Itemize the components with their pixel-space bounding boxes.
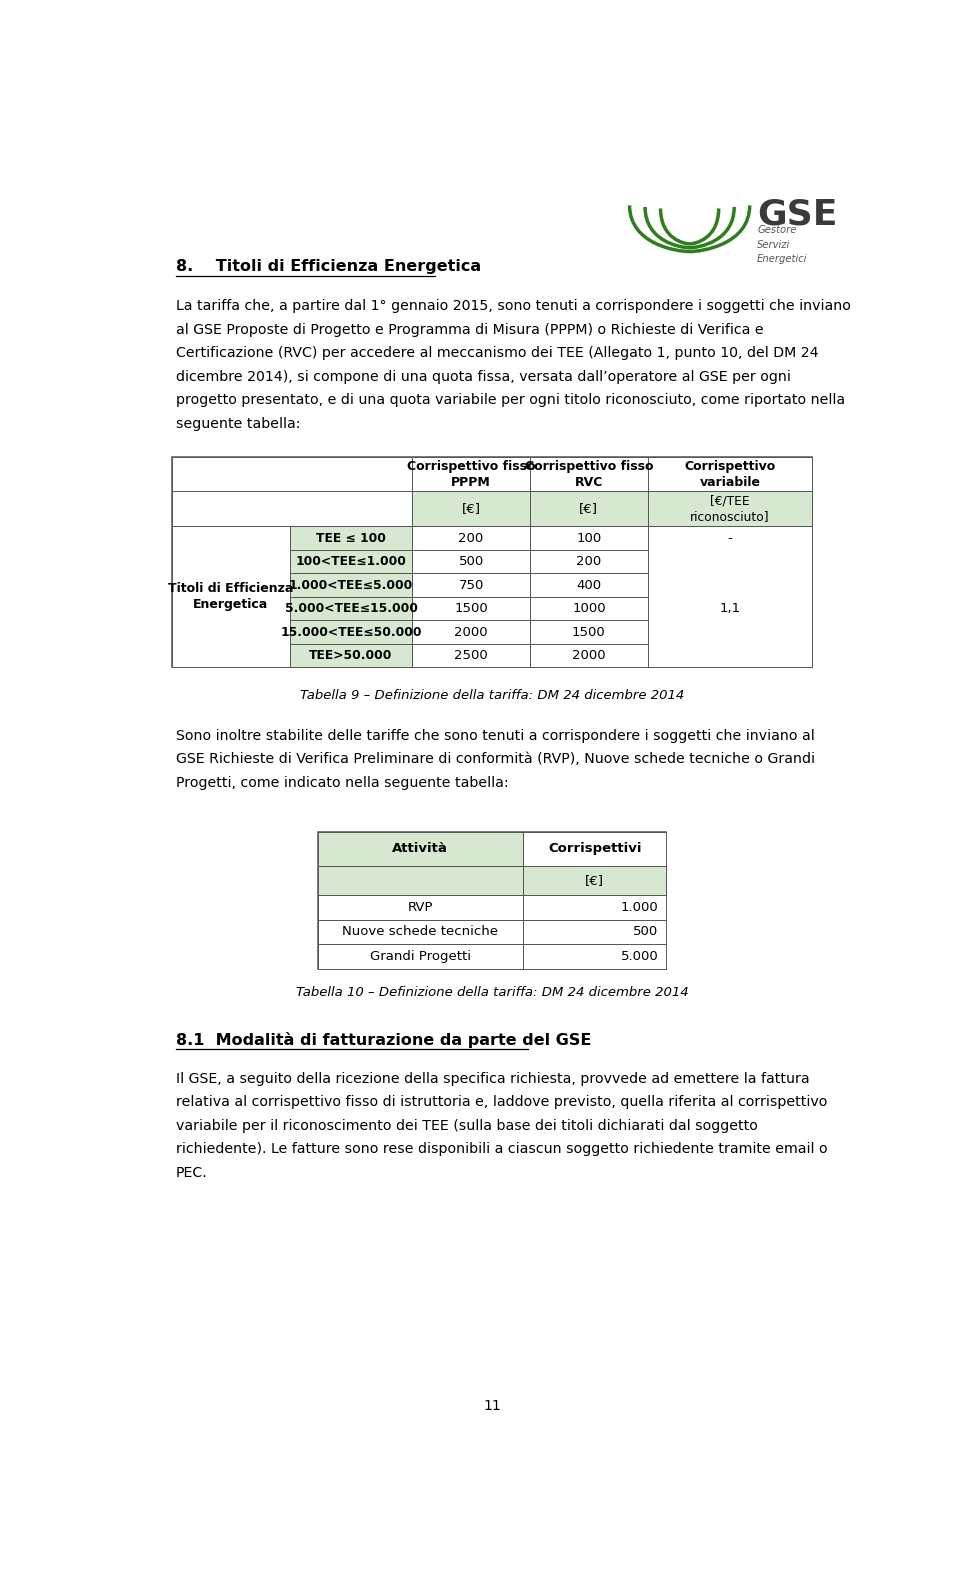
Text: Titoli di Efficienza
Energetica: Titoli di Efficienza Energetica: [168, 583, 294, 611]
Bar: [318, 895, 523, 919]
Text: 500: 500: [634, 926, 659, 938]
Text: seguente tabella:: seguente tabella:: [176, 417, 300, 431]
Text: 8.1  Modalità di fatturazione da parte del GSE: 8.1 Modalità di fatturazione da parte de…: [176, 1033, 591, 1049]
Bar: [412, 597, 530, 621]
Text: 2000: 2000: [454, 626, 488, 638]
Text: Tabella 10 – Definizione della tariffa: DM 24 dicembre 2014: Tabella 10 – Definizione della tariffa: …: [296, 986, 688, 999]
Bar: [412, 551, 530, 573]
Text: Gestore
Servizi
Energetici: Gestore Servizi Energetici: [757, 225, 807, 265]
Bar: [172, 527, 290, 667]
Bar: [290, 527, 412, 551]
Bar: [648, 492, 812, 527]
Bar: [523, 945, 666, 969]
Bar: [172, 456, 412, 492]
Text: Il GSE, a seguito della ricezione della specifica richiesta, provvede ad emetter: Il GSE, a seguito della ricezione della …: [176, 1073, 809, 1085]
Bar: [318, 832, 523, 865]
Text: dicembre 2014), si compone di una quota fissa, versata dall’operatore al GSE per: dicembre 2014), si compone di una quota …: [176, 370, 791, 383]
Bar: [318, 945, 523, 969]
Bar: [530, 492, 648, 527]
Bar: [318, 865, 523, 895]
Bar: [290, 597, 412, 621]
Text: 200: 200: [459, 531, 484, 544]
Bar: [172, 456, 812, 667]
Text: 2500: 2500: [454, 650, 488, 662]
Bar: [523, 895, 666, 919]
Bar: [290, 621, 412, 643]
Text: 1000: 1000: [572, 602, 606, 614]
Bar: [290, 551, 412, 573]
Bar: [290, 573, 412, 597]
Text: 5.000: 5.000: [621, 950, 659, 962]
Text: [€]: [€]: [462, 503, 481, 516]
Bar: [530, 573, 648, 597]
Bar: [530, 551, 648, 573]
Text: progetto presentato, e di una quota variabile per ogni titolo riconosciuto, come: progetto presentato, e di una quota vari…: [176, 393, 845, 407]
Text: Grandi Progetti: Grandi Progetti: [370, 950, 470, 962]
Text: La tariffa che, a partire dal 1° gennaio 2015, sono tenuti a corrispondere i sog: La tariffa che, a partire dal 1° gennaio…: [176, 300, 851, 313]
Text: Certificazione (RVC) per accedere al meccanismo dei TEE (Allegato 1, punto 10, d: Certificazione (RVC) per accedere al mec…: [176, 346, 819, 361]
Text: -: -: [728, 531, 732, 544]
Bar: [412, 492, 530, 527]
Bar: [530, 621, 648, 643]
Text: 1500: 1500: [572, 626, 606, 638]
Bar: [318, 919, 523, 945]
Text: [€]: [€]: [580, 503, 598, 516]
Text: 11: 11: [483, 1398, 501, 1412]
Bar: [530, 597, 648, 621]
Bar: [412, 456, 530, 492]
Bar: [648, 456, 812, 492]
Text: Corrispettivi: Corrispettivi: [548, 843, 641, 855]
Text: 5.000<TEE≤15.000: 5.000<TEE≤15.000: [284, 602, 418, 614]
Text: 100: 100: [576, 531, 602, 544]
Text: TEE ≤ 100: TEE ≤ 100: [316, 531, 386, 544]
Text: PEC.: PEC.: [176, 1167, 207, 1179]
Text: Progetti, come indicato nella seguente tabella:: Progetti, come indicato nella seguente t…: [176, 776, 509, 790]
Bar: [412, 573, 530, 597]
Text: 100<TEE≤1.000: 100<TEE≤1.000: [296, 555, 406, 568]
Text: TEE>50.000: TEE>50.000: [309, 650, 393, 662]
Text: 1,1: 1,1: [719, 602, 740, 614]
Text: Sono inoltre stabilite delle tariffe che sono tenuti a corrispondere i soggetti : Sono inoltre stabilite delle tariffe che…: [176, 729, 814, 744]
Bar: [523, 919, 666, 945]
Bar: [530, 527, 648, 551]
Bar: [172, 492, 412, 527]
Text: Tabella 9 – Definizione della tariffa: DM 24 dicembre 2014: Tabella 9 – Definizione della tariffa: D…: [300, 689, 684, 702]
Text: Corrispettivo fisso
RVC: Corrispettivo fisso RVC: [524, 460, 653, 488]
Bar: [412, 527, 530, 551]
Text: GSE Richieste di Verifica Preliminare di conformità (RVP), Nuove schede tecniche: GSE Richieste di Verifica Preliminare di…: [176, 752, 815, 766]
Bar: [530, 456, 648, 492]
Text: [€/TEE
riconosciuto]: [€/TEE riconosciuto]: [690, 495, 770, 523]
Bar: [412, 643, 530, 667]
Text: variabile per il riconoscimento dei TEE (sulla base dei titoli dichiarati dal so: variabile per il riconoscimento dei TEE …: [176, 1119, 757, 1133]
Bar: [412, 621, 530, 643]
Text: 400: 400: [576, 579, 601, 592]
Text: RVP: RVP: [408, 900, 433, 915]
Text: Nuove schede tecniche: Nuove schede tecniche: [343, 926, 498, 938]
Text: relativa al corrispettivo fisso di istruttoria e, laddove previsto, quella rifer: relativa al corrispettivo fisso di istru…: [176, 1095, 828, 1109]
Text: 1.000<TEE≤5.000: 1.000<TEE≤5.000: [289, 579, 413, 592]
Bar: [648, 527, 812, 667]
Bar: [523, 865, 666, 895]
Bar: [523, 832, 666, 865]
Text: [€]: [€]: [586, 873, 604, 887]
Text: richiedente). Le fatture sono rese disponibili a ciascun soggetto richiedente tr: richiedente). Le fatture sono rese dispo…: [176, 1143, 828, 1157]
Text: 1.000: 1.000: [621, 900, 659, 915]
Text: 8.    Titoli di Efficienza Energetica: 8. Titoli di Efficienza Energetica: [176, 259, 481, 275]
Text: 1500: 1500: [454, 602, 488, 614]
Text: Corrispettivo
variabile: Corrispettivo variabile: [684, 460, 776, 488]
Text: 750: 750: [458, 579, 484, 592]
Bar: [318, 832, 666, 969]
Text: Corrispettivo fisso
PPPM: Corrispettivo fisso PPPM: [407, 460, 536, 488]
Bar: [530, 643, 648, 667]
Text: 500: 500: [459, 555, 484, 568]
Text: GSE: GSE: [757, 198, 837, 231]
Text: 15.000<TEE≤50.000: 15.000<TEE≤50.000: [280, 626, 421, 638]
Bar: [290, 643, 412, 667]
Text: Attività: Attività: [393, 843, 448, 855]
Text: 200: 200: [576, 555, 602, 568]
Text: 2000: 2000: [572, 650, 606, 662]
Text: al GSE Proposte di Progetto e Programma di Misura (PPPM) o Richieste di Verifica: al GSE Proposte di Progetto e Programma …: [176, 322, 763, 337]
